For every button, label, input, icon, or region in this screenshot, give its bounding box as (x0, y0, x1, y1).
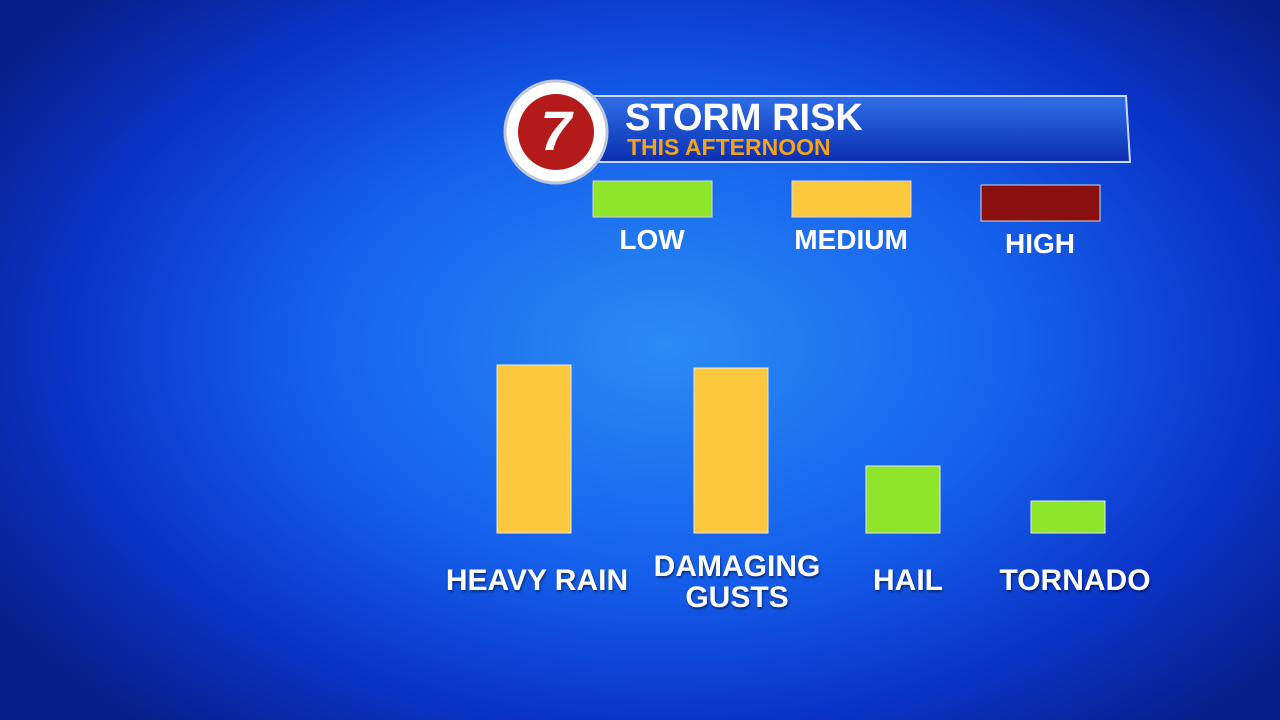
legend-label: HIGH (1005, 228, 1075, 259)
legend-label: LOW (619, 224, 685, 255)
chart-subtitle: THIS AFTERNOON (627, 134, 831, 160)
title-banner: 7 STORM RISK THIS AFTERNOON (503, 79, 1132, 185)
x-tick-label: HEAVY RAIN (445, 564, 629, 597)
x-tick-label: TORNADO (999, 564, 1151, 597)
bar (1030, 500, 1106, 534)
legend-swatch (592, 180, 713, 218)
logo-disc (518, 94, 594, 170)
logo-text: 7 (540, 99, 574, 162)
legend-label: MEDIUM (794, 224, 908, 255)
legend-swatch (791, 180, 912, 218)
bar (496, 364, 572, 534)
bar (865, 465, 941, 534)
chart-title: STORM RISK (625, 97, 863, 139)
x-tick-label: HAIL (873, 564, 943, 597)
x-tick-label: DAMAGING GUSTS (653, 550, 821, 614)
legend-swatch (980, 184, 1101, 222)
bar (693, 367, 769, 534)
